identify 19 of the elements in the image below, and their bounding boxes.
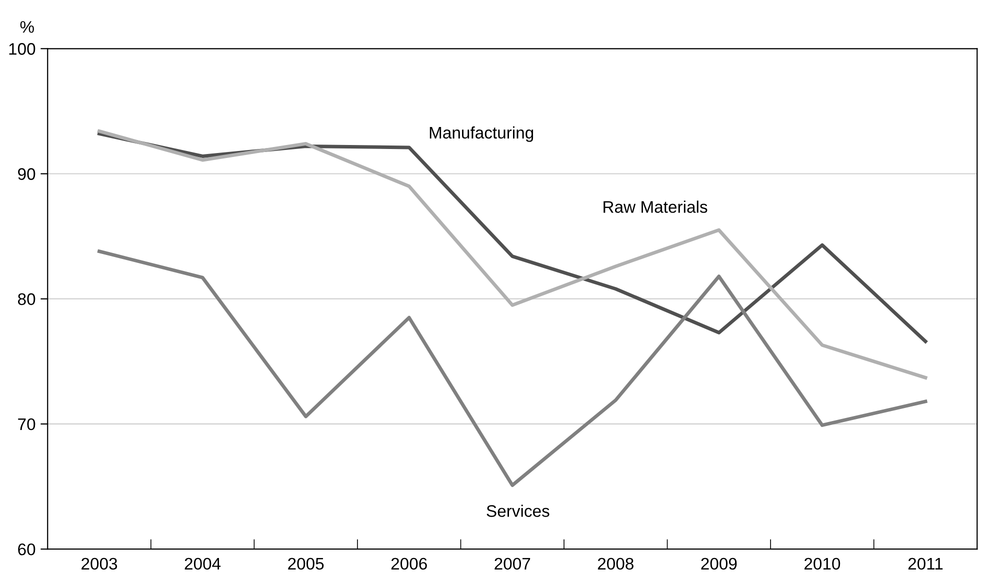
x-tick-label: 2009 xyxy=(701,558,737,570)
x-tick-label: 2007 xyxy=(494,558,530,570)
y-axis-title: % xyxy=(20,21,34,33)
line-series xyxy=(98,250,928,488)
x-tick-label: 2005 xyxy=(288,558,324,570)
x-tick-label: 2004 xyxy=(184,558,221,570)
series-label: Manufacturing xyxy=(430,126,534,142)
y-tick-label: 90 xyxy=(18,168,36,180)
y-tick-label: 70 xyxy=(18,418,36,430)
x-tick-label: 2003 xyxy=(82,558,118,570)
y-tick-label: 80 xyxy=(18,293,36,306)
series-label: Raw Materials xyxy=(604,200,708,213)
y-tick-label: 100 xyxy=(9,43,36,55)
series-label: Services xyxy=(486,504,550,517)
x-tick-label: 2010 xyxy=(804,558,840,570)
x-tick-label: 2008 xyxy=(598,558,634,570)
x-tick-label: 2006 xyxy=(391,558,427,570)
x-tick-label: 2011 xyxy=(908,558,943,570)
y-tick-label: 60 xyxy=(18,543,36,556)
